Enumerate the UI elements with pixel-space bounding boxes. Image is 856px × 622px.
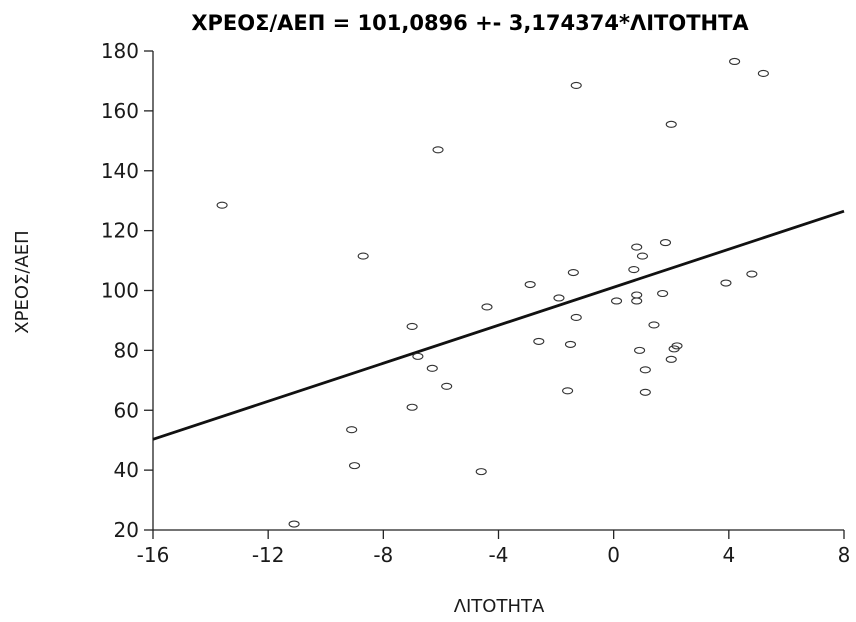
data-point bbox=[657, 289, 669, 298]
data-point bbox=[631, 243, 643, 251]
data-point bbox=[406, 403, 418, 411]
data-point bbox=[631, 291, 643, 299]
data-point bbox=[564, 340, 577, 348]
data-point bbox=[412, 352, 424, 360]
data-point bbox=[720, 279, 732, 287]
data-point bbox=[634, 346, 646, 354]
data-point bbox=[659, 239, 672, 247]
data-point bbox=[346, 426, 358, 434]
x-axis-label: ΛΙΤΟΤΗΤΑ bbox=[454, 596, 545, 617]
ticks: 20 40 60 80 100 120 140 160 180 -16 -12 -8 -4 0 4 8 bbox=[101, 39, 851, 567]
data-point bbox=[475, 468, 487, 476]
axes bbox=[152, 51, 844, 531]
x-tick-label: 8 bbox=[838, 543, 851, 567]
regression-line bbox=[152, 209, 845, 441]
data-points bbox=[216, 57, 769, 528]
y-tick-label: 160 bbox=[101, 99, 139, 123]
data-point bbox=[524, 280, 536, 289]
data-point bbox=[406, 322, 418, 330]
y-tick-label: 180 bbox=[101, 39, 139, 63]
x-tick-label: -8 bbox=[373, 543, 393, 567]
data-point bbox=[426, 364, 438, 372]
y-tick-label: 80 bbox=[114, 338, 139, 362]
chart-title: ΧΡΕΟΣ/ΑΕΠ = 101,0896 +- 3,174374*ΛΙΤΟΤΗΤ… bbox=[191, 11, 749, 35]
data-point bbox=[216, 201, 228, 209]
y-tick-label: 40 bbox=[114, 458, 139, 482]
data-point bbox=[628, 265, 640, 274]
data-point bbox=[671, 342, 683, 350]
x-tick-label: 0 bbox=[607, 543, 620, 567]
data-point bbox=[757, 69, 769, 78]
data-point bbox=[665, 355, 677, 363]
data-point bbox=[639, 388, 651, 396]
y-tick-label: 120 bbox=[101, 219, 139, 243]
data-point bbox=[665, 120, 677, 128]
y-tick-label: 60 bbox=[114, 398, 139, 422]
y-axis-label: ΧΡΕΟΣ/ΑΕΠ bbox=[12, 230, 33, 333]
data-point bbox=[288, 520, 300, 528]
data-point bbox=[533, 337, 545, 345]
data-point bbox=[357, 252, 369, 260]
data-point bbox=[648, 321, 660, 329]
data-point bbox=[348, 462, 361, 470]
y-tick-label: 140 bbox=[101, 159, 139, 183]
data-point bbox=[570, 81, 582, 89]
data-point bbox=[432, 146, 444, 154]
data-point bbox=[553, 294, 565, 302]
data-point bbox=[562, 387, 574, 395]
y-tick-label: 100 bbox=[101, 279, 139, 303]
data-point bbox=[636, 252, 649, 260]
data-point bbox=[746, 270, 758, 278]
data-point bbox=[729, 57, 741, 66]
x-tick-label: 4 bbox=[722, 543, 735, 567]
data-point bbox=[639, 366, 651, 374]
data-point bbox=[441, 382, 453, 390]
y-tick-label: 20 bbox=[114, 518, 139, 542]
data-point bbox=[631, 297, 643, 305]
x-tick-label: -12 bbox=[252, 543, 285, 567]
x-tick-label: -16 bbox=[137, 543, 170, 567]
data-point bbox=[567, 268, 579, 277]
data-point bbox=[570, 313, 582, 321]
data-point bbox=[481, 303, 493, 311]
x-tick-label: -4 bbox=[489, 543, 509, 567]
data-point bbox=[610, 297, 623, 305]
